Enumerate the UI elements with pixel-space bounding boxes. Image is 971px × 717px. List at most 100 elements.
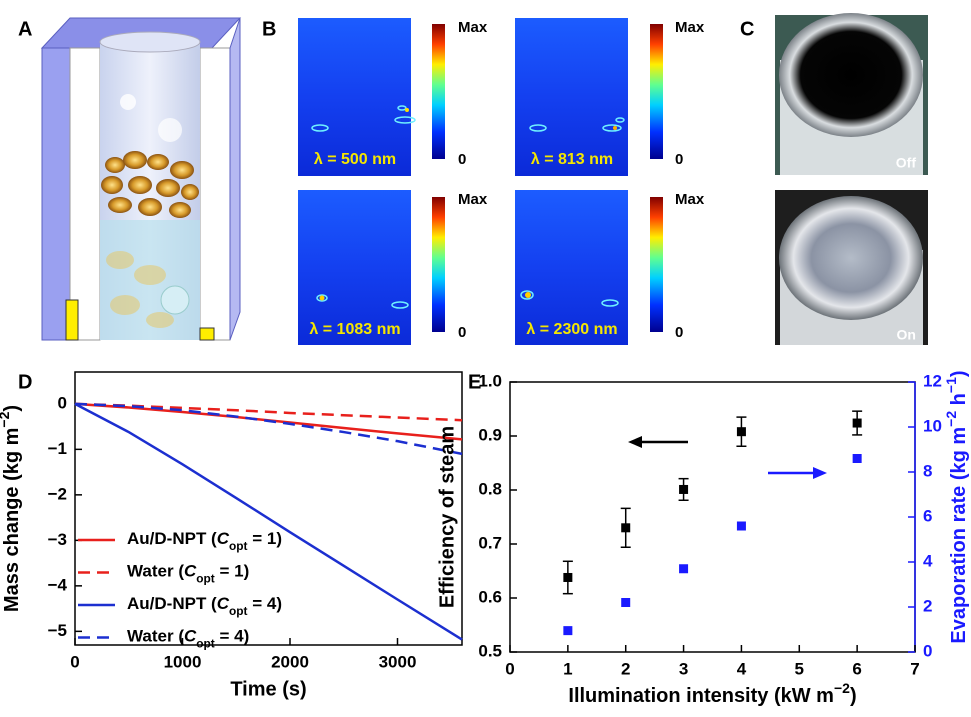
wavelength-label: λ = 2300 nm bbox=[526, 321, 617, 338]
y-tick-label: 0.9 bbox=[478, 425, 502, 444]
text-part: h bbox=[948, 393, 970, 411]
text-part: Water ( bbox=[127, 562, 184, 581]
text-part: Water ( bbox=[127, 627, 184, 646]
x-tick-label: 6 bbox=[852, 659, 861, 678]
y-axis-label: Mass change (kg m−2) bbox=[0, 405, 23, 612]
plot-frame bbox=[74, 371, 463, 646]
text-part: ) bbox=[1, 405, 23, 412]
text-part: C bbox=[217, 529, 230, 548]
x-tick-label: 7 bbox=[910, 659, 919, 678]
text-part: = 1) bbox=[248, 529, 283, 548]
text-part: Evaporation rate (kg m bbox=[948, 427, 970, 644]
text-part: opt bbox=[196, 572, 215, 586]
panel-label: E bbox=[468, 371, 481, 393]
colorbar-min: 0 bbox=[458, 324, 466, 341]
colorbar-max: Max bbox=[675, 191, 705, 208]
x-axis-label: Time (s) bbox=[230, 678, 306, 700]
y-tick-label: −5 bbox=[48, 621, 67, 640]
text-part: C bbox=[217, 594, 230, 613]
photo-label: On bbox=[897, 327, 916, 343]
y-tick-label: 1.0 bbox=[478, 371, 502, 390]
y2-tick-label: 2 bbox=[923, 596, 932, 615]
text-part: Au/D-NPT ( bbox=[127, 529, 217, 548]
text-part: opt bbox=[229, 539, 248, 553]
x-tick-label: 0 bbox=[505, 659, 514, 678]
photos bbox=[775, 13, 928, 345]
y-tick-label: −1 bbox=[48, 439, 67, 458]
data-line bbox=[74, 402, 463, 441]
device-illustration bbox=[40, 17, 242, 341]
text-part: −1 bbox=[943, 377, 959, 393]
colorbar-min: 0 bbox=[675, 324, 683, 341]
text-part: opt bbox=[229, 604, 248, 618]
y-tick-label: 0.5 bbox=[478, 641, 502, 660]
data-point bbox=[563, 572, 573, 582]
data-point bbox=[852, 418, 862, 428]
data-line bbox=[74, 402, 463, 456]
field-map bbox=[298, 190, 411, 345]
y2-tick-label: 12 bbox=[923, 371, 942, 390]
y2-tick-label: 6 bbox=[923, 506, 932, 525]
colorbar-max: Max bbox=[458, 191, 488, 208]
text-part: C bbox=[184, 562, 197, 581]
x-tick-label: 4 bbox=[737, 659, 747, 678]
y2-axis-label: Evaporation rate (kg m−2 h−1) bbox=[943, 370, 971, 643]
colorbar-min: 0 bbox=[458, 151, 466, 168]
legend-label: Water (Copt = 1) bbox=[127, 562, 249, 586]
legend-label: Au/D-NPT (Copt = 4) bbox=[127, 594, 282, 618]
text-part: Illumination intensity (kW m bbox=[568, 685, 834, 707]
text-part: ) bbox=[850, 685, 857, 707]
data-point bbox=[736, 521, 746, 531]
data-point bbox=[736, 427, 746, 437]
x-tick-label: 1000 bbox=[164, 652, 202, 671]
wavelength-label: λ = 813 nm bbox=[531, 151, 613, 168]
data-line bbox=[74, 402, 463, 641]
data-point bbox=[563, 626, 573, 636]
photo-label: Off bbox=[896, 155, 917, 171]
x-tick-label: 1 bbox=[563, 659, 572, 678]
y-tick-label: 0.6 bbox=[478, 587, 502, 606]
arrows bbox=[628, 436, 827, 479]
x-tick-label: 2 bbox=[621, 659, 630, 678]
data-point bbox=[621, 523, 631, 533]
y2-tick-label: 0 bbox=[923, 641, 932, 660]
panel-label: C bbox=[740, 18, 754, 40]
wavelength-label: λ = 500 nm bbox=[314, 151, 396, 168]
x-tick-label: 0 bbox=[70, 652, 79, 671]
text-part: C bbox=[184, 627, 197, 646]
y-tick-label: 0 bbox=[58, 393, 67, 412]
y-axis-label: Efficiency of steam bbox=[436, 426, 458, 608]
field-map bbox=[515, 18, 628, 176]
data-point bbox=[679, 484, 689, 494]
y-tick-label: −2 bbox=[48, 484, 67, 503]
colorbar-max: Max bbox=[458, 19, 488, 36]
text-part: −2 bbox=[834, 680, 850, 696]
text-part: Au/D-NPT ( bbox=[127, 594, 217, 613]
text-part: −2 bbox=[0, 411, 12, 427]
text-part: = 4) bbox=[248, 594, 283, 613]
y-tick-label: 0.7 bbox=[478, 533, 502, 552]
data-point bbox=[679, 564, 689, 574]
data-point bbox=[852, 454, 862, 463]
panel-label: B bbox=[262, 18, 276, 40]
colorbar-max: Max bbox=[675, 19, 705, 36]
text-part: Mass change (kg m bbox=[1, 428, 23, 613]
x-tick-label: 5 bbox=[795, 659, 804, 678]
y-tick-label: −4 bbox=[48, 575, 68, 594]
legend-label: Water (Copt = 4) bbox=[127, 627, 249, 651]
y-tick-label: 0.8 bbox=[478, 479, 502, 498]
y2-tick-label: 10 bbox=[923, 416, 942, 435]
y-tick-label: −3 bbox=[48, 530, 67, 549]
x-tick-label: 3000 bbox=[379, 652, 417, 671]
text-part: opt bbox=[196, 637, 215, 651]
panel-label: A bbox=[18, 18, 32, 40]
text-part: ) bbox=[948, 370, 970, 377]
text-part: = 1) bbox=[215, 562, 250, 581]
x-axis-label: Illumination intensity (kW m−2) bbox=[568, 680, 856, 708]
field-maps bbox=[298, 18, 663, 345]
colorbar-min: 0 bbox=[675, 151, 683, 168]
y2-tick-label: 4 bbox=[923, 551, 933, 570]
wavelength-label: λ = 1083 nm bbox=[309, 321, 400, 338]
